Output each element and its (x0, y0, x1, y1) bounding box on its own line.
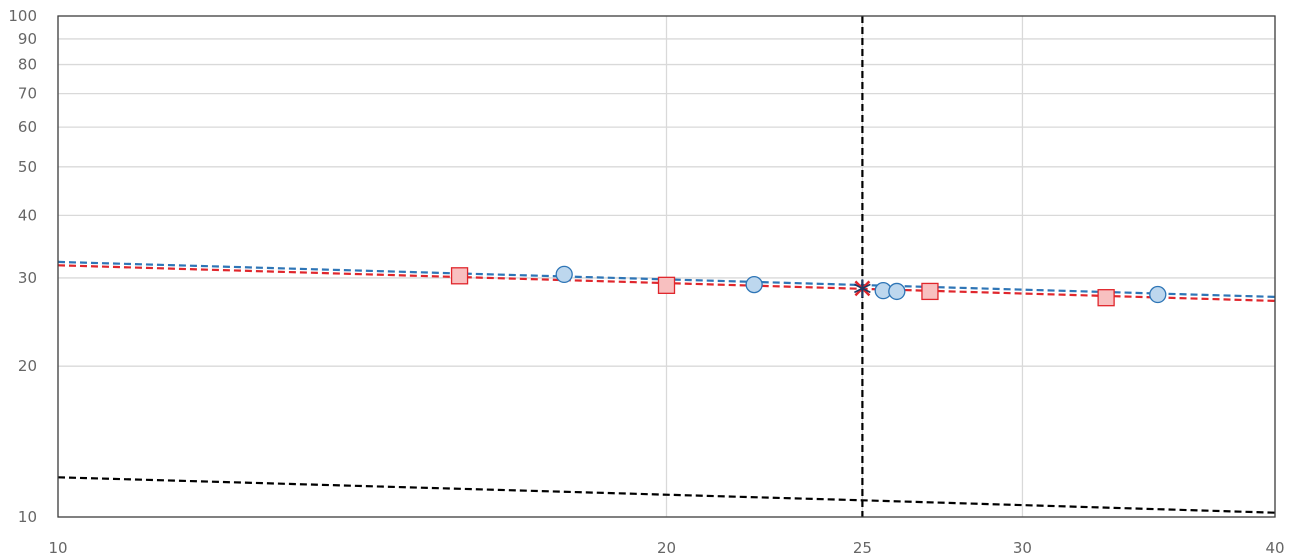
y-tick-label: 60 (18, 118, 37, 136)
y-tick-label: 40 (18, 206, 37, 224)
y-tick-label: 30 (18, 269, 37, 287)
y-tick-label: 100 (8, 7, 37, 25)
highlight-markers (854, 279, 871, 298)
x-tick-label: 20 (657, 539, 676, 557)
x-tick-label: 40 (1265, 539, 1284, 557)
data-point-circle (1149, 285, 1167, 304)
x-tick-label: 10 (48, 539, 67, 557)
y-tick-label: 90 (18, 30, 37, 48)
data-point-square (921, 282, 939, 301)
data-point-circle (555, 265, 573, 284)
x-axis-tick-labels: 10 20 25 30 40 (48, 539, 1284, 557)
y-tick-label: 50 (18, 158, 37, 176)
data-point-circle (745, 275, 763, 294)
highlight-asterisk-stroke (854, 283, 871, 294)
data-points (450, 265, 1167, 307)
y-tick-label: 80 (18, 56, 37, 74)
y-tick-label: 20 (18, 357, 37, 375)
data-point-square (1097, 289, 1115, 307)
y-tick-label: 10 (18, 508, 37, 526)
data-point-circle (888, 282, 906, 301)
y-axis-tick-labels: 10 20 30 40 50 60 70 80 90 100 (8, 7, 37, 526)
x-tick-label: 30 (1013, 539, 1032, 557)
x-tick-label: 25 (853, 539, 872, 557)
y-tick-label: 70 (18, 85, 37, 103)
data-point-square (450, 267, 469, 285)
data-point-square (657, 276, 676, 294)
plot-frame (57, 15, 1276, 518)
